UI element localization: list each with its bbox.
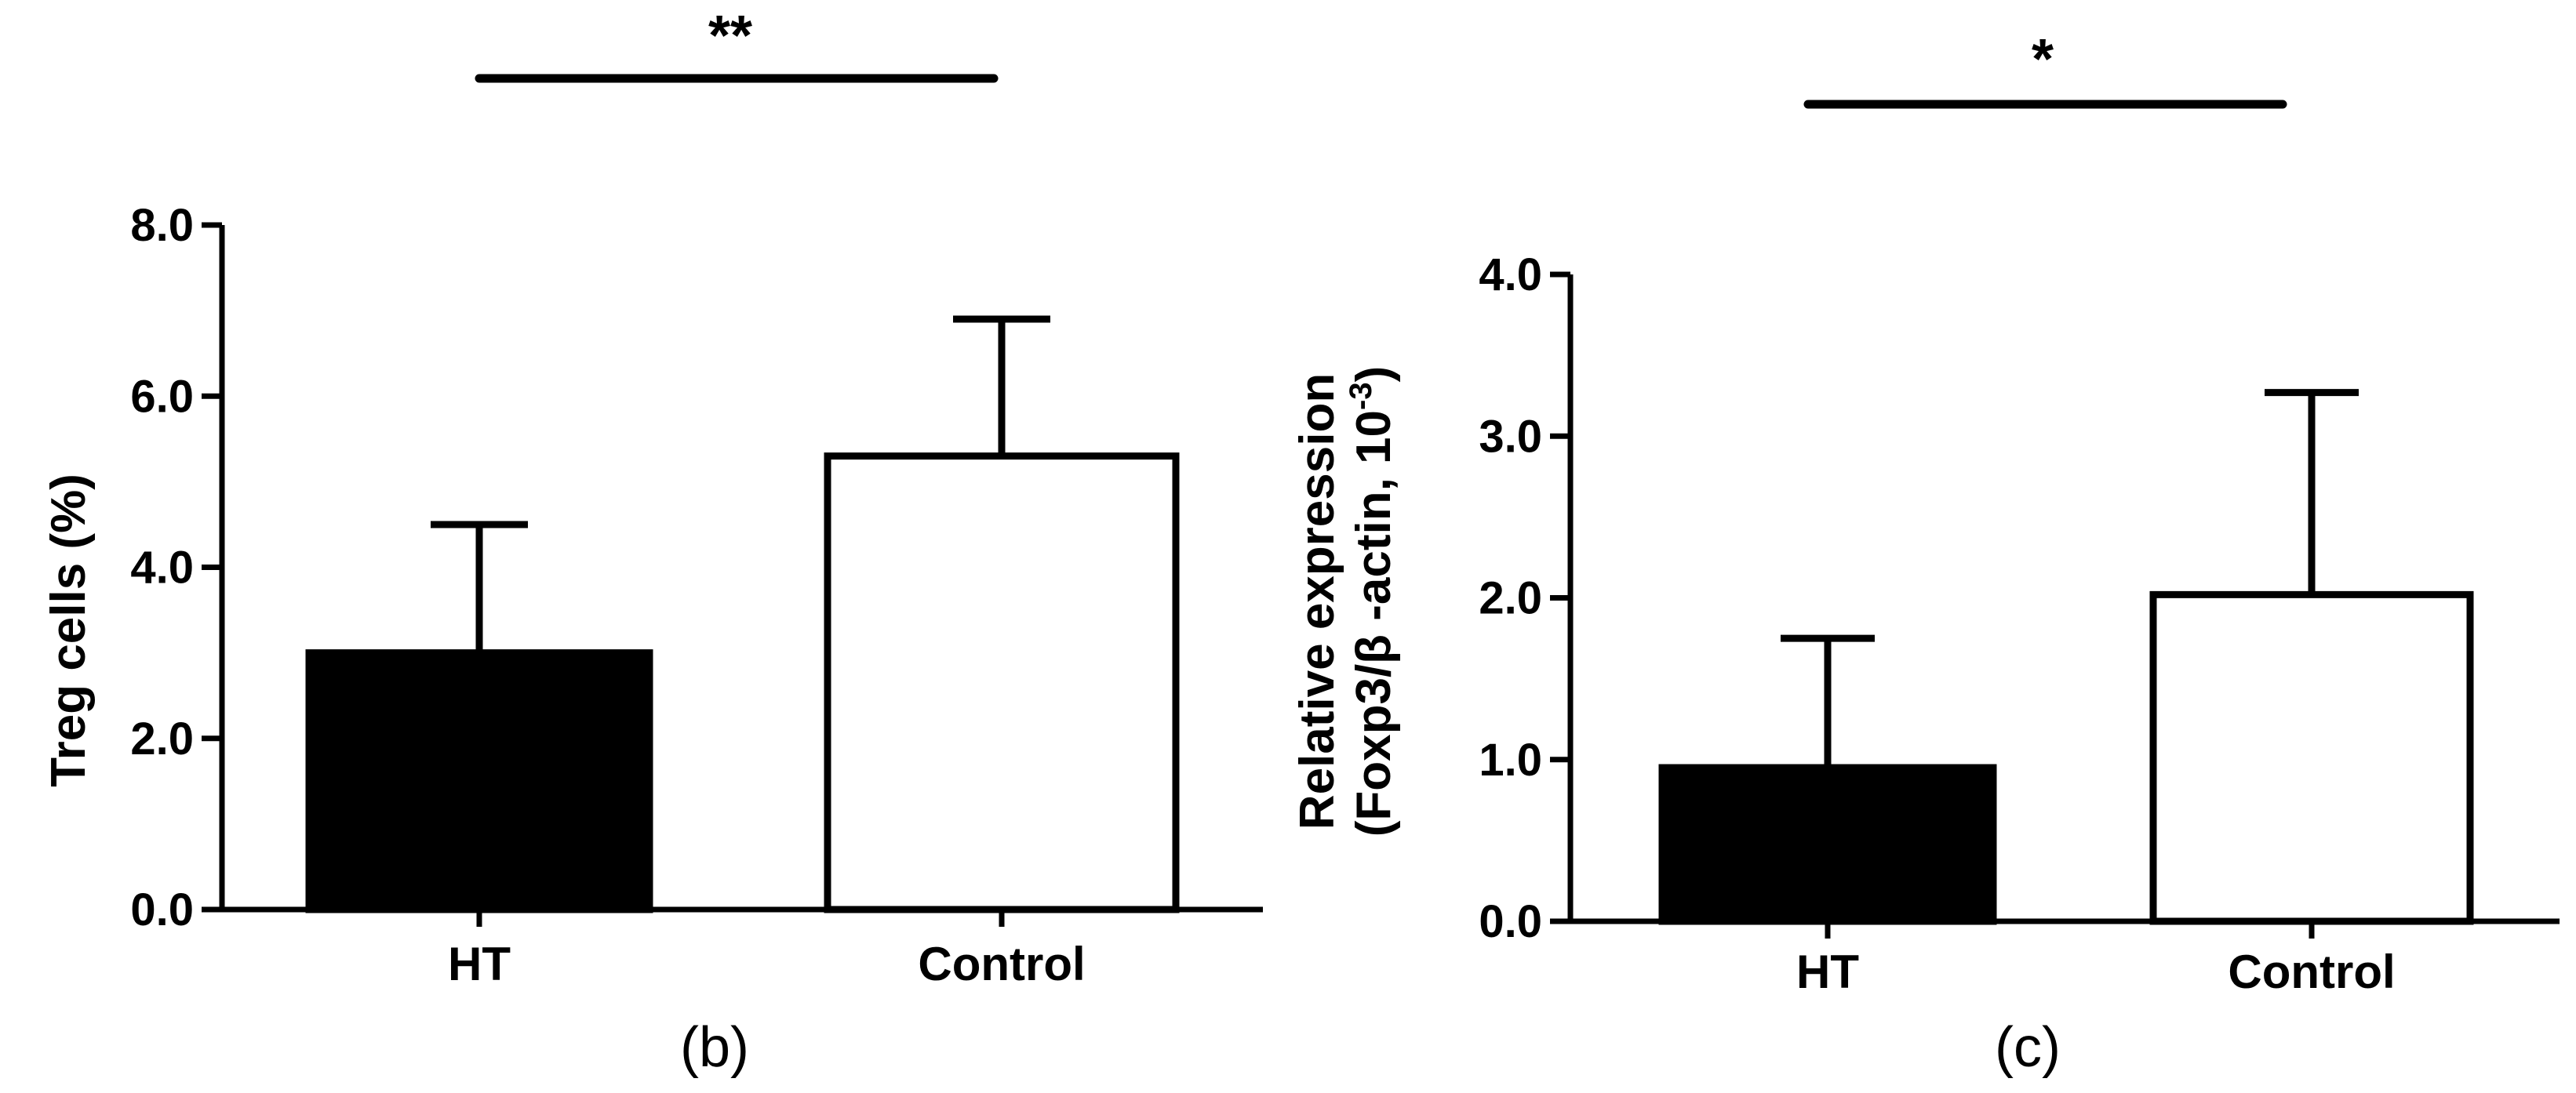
y-axis-title-c: Relative expression (Foxp3/β -actin, 10-… [1290,366,1401,837]
panel-b-chart: ** Treg cells (%) HT Control (b) 0.0 2.0 4… [42,5,1263,1079]
y-tick-label-b: 2.0 [130,714,194,764]
y-tick-label-c: 1.0 [1479,735,1542,786]
category-label-control-c: Control [2228,946,2395,998]
y-tick-label-c: 0.0 [1479,896,1542,947]
bar-control-c [2149,590,2474,925]
y-tick-label-c: 4.0 [1479,249,1542,300]
y-axis-title-c-line2: (Foxp3/β -actin, 10-3) [1344,366,1401,837]
y-axis-title-c-line1: Relative expression [1290,373,1344,830]
y-tick-label-b: 6.0 [130,371,194,422]
y-tick-label-b: 4.0 [130,543,194,594]
bar-control-b [824,452,1180,913]
y-tick-label-b: 0.0 [130,884,194,935]
significance-marker-b: ** [708,5,752,67]
category-label-ht-b: HT [448,938,511,990]
bar-ht-c [1658,764,1997,925]
y-axis-title-b: Treg cells (%) [42,474,96,787]
panel-c-chart: * Relative expression (Foxp3/β -actin, 1… [1290,28,2560,1079]
category-label-control-b: Control [918,938,1085,990]
y-tick-label-b: 8.0 [130,200,194,251]
y-tick-label-c: 2.0 [1479,573,1542,624]
significance-marker-c: * [2032,28,2054,91]
bar-ht-b [305,649,653,913]
panel-label-b: (b) [680,1016,749,1079]
category-label-ht-c: HT [1796,946,1859,998]
y-tick-label-c: 3.0 [1479,411,1542,462]
panel-label-c: (c) [1995,1016,2061,1079]
